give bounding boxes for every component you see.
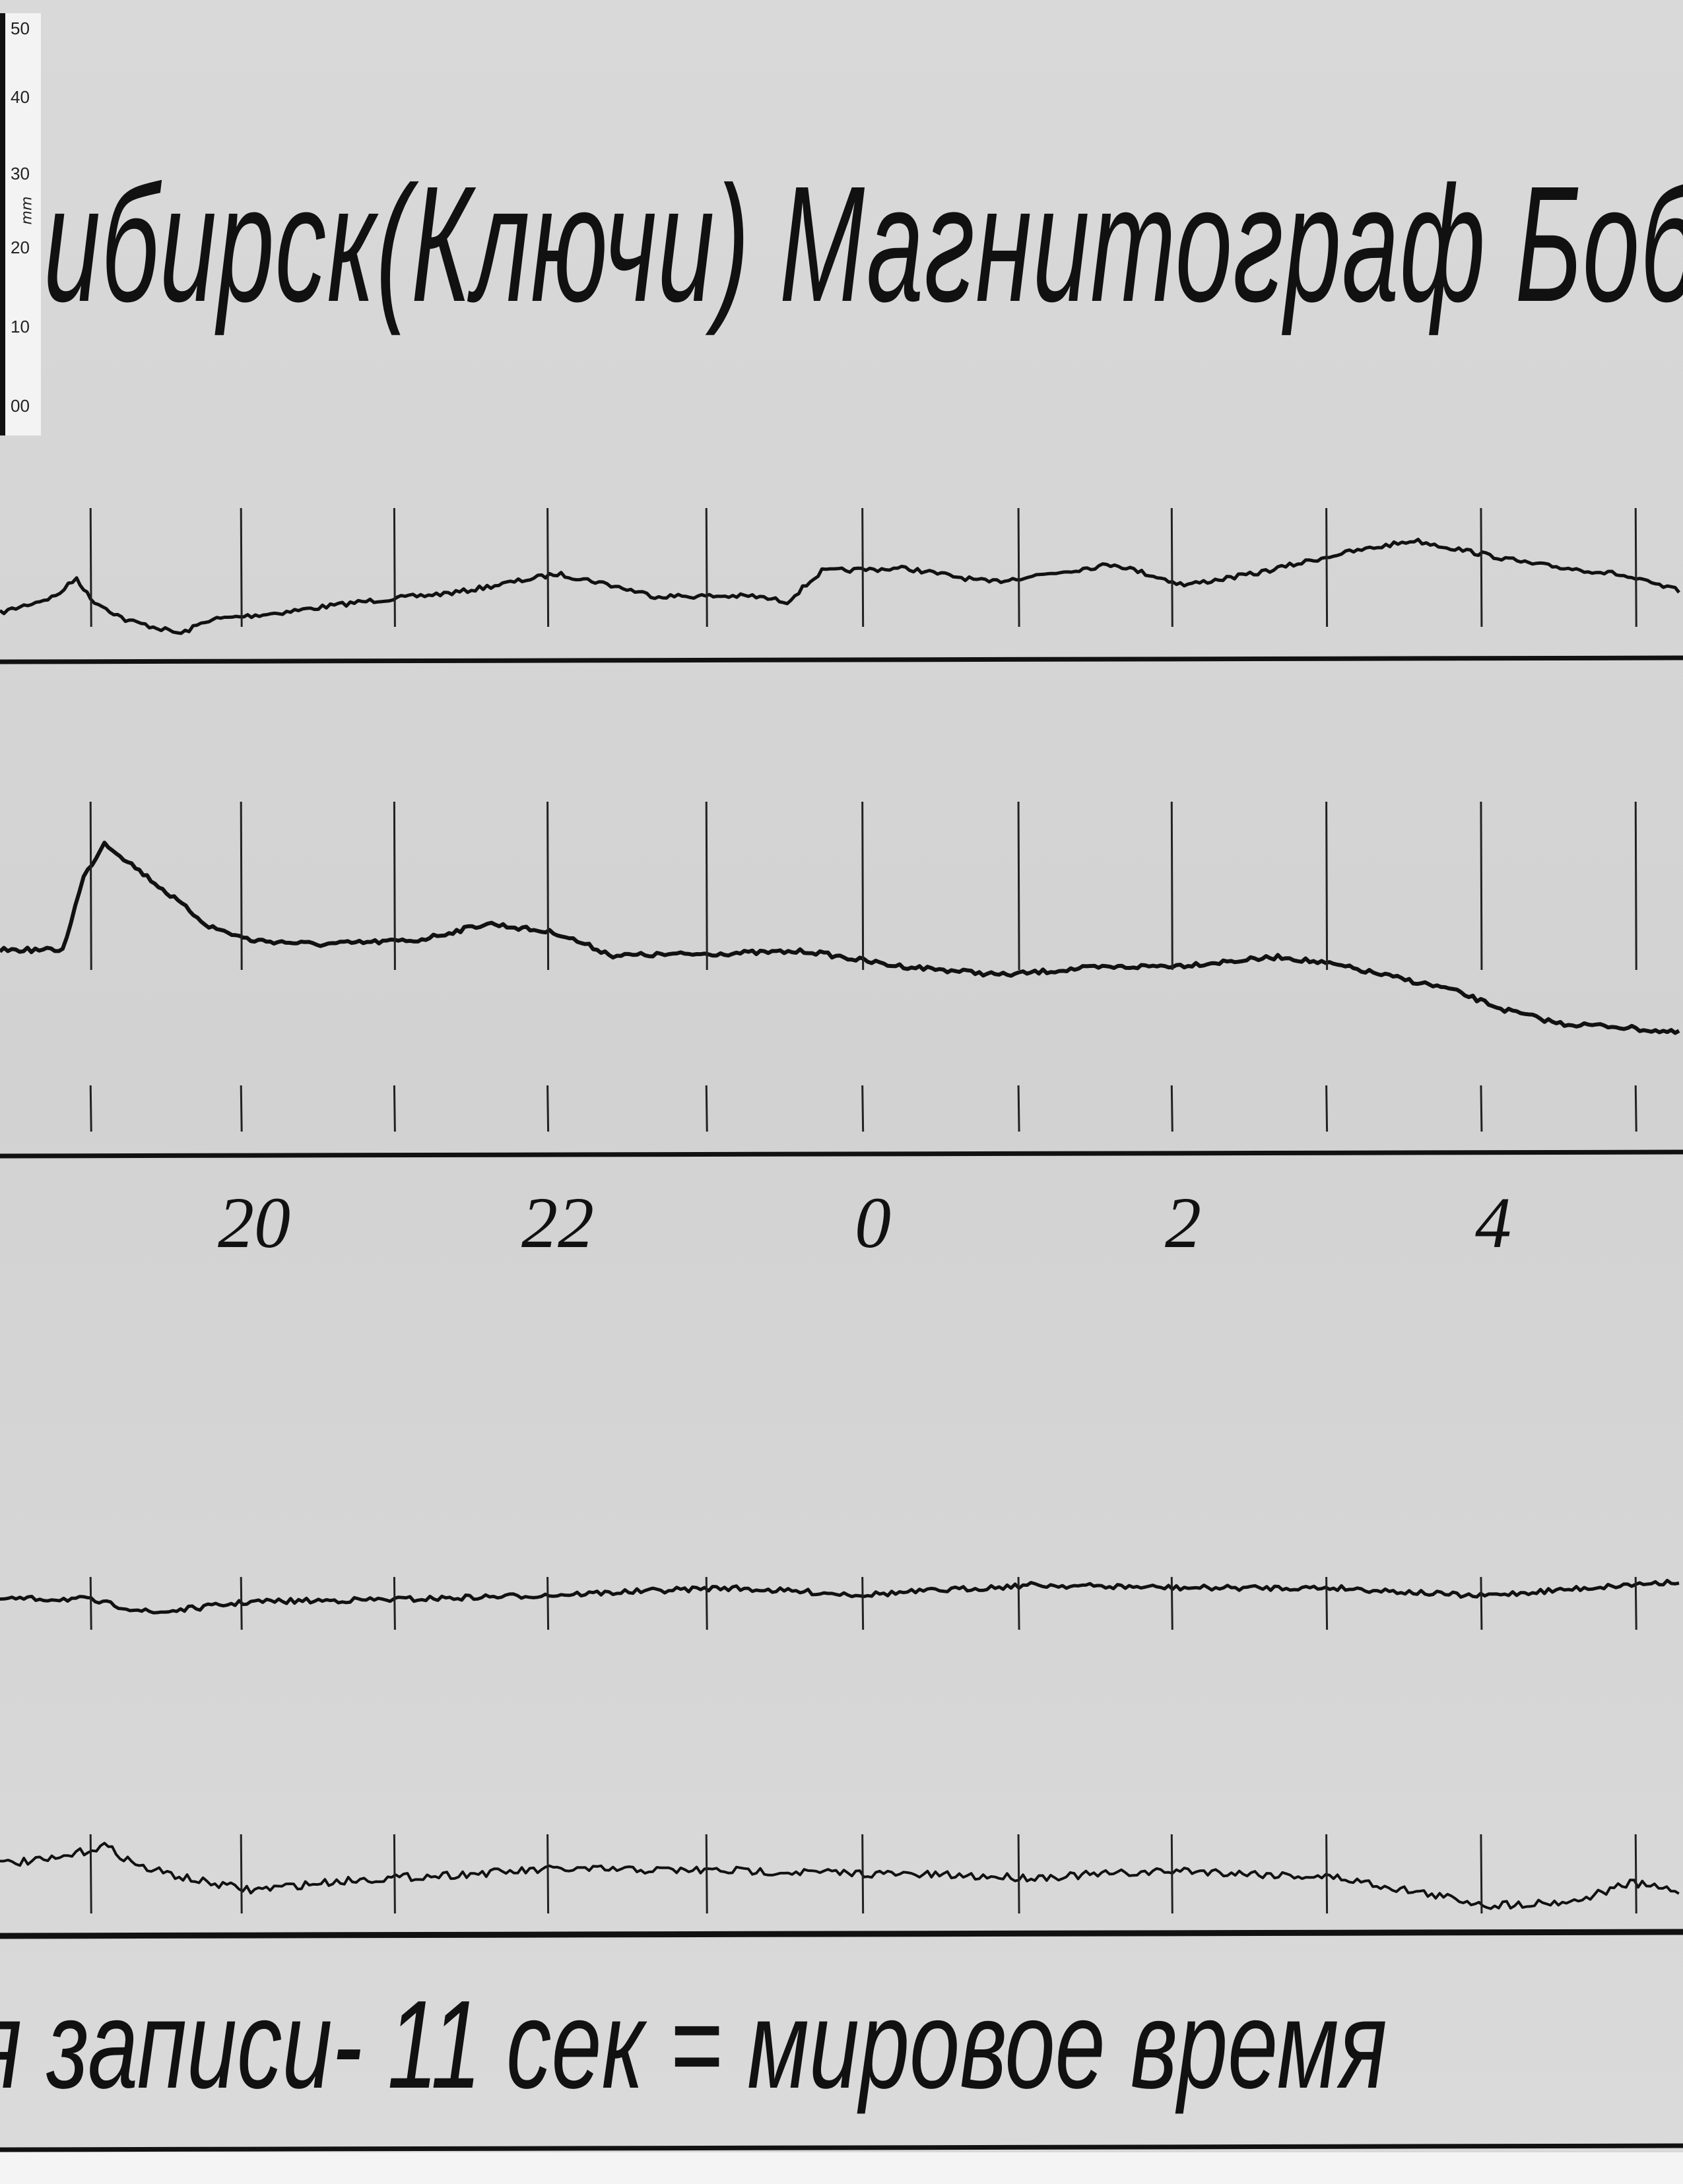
hour-label: 22 bbox=[521, 1182, 594, 1263]
baseline bbox=[0, 2143, 1683, 2152]
ruler-label: 50 bbox=[11, 18, 30, 38]
baseline bbox=[0, 1149, 1683, 1159]
hour-label: 4 bbox=[1475, 1182, 1511, 1263]
hour-tick-mark bbox=[705, 1834, 708, 1914]
hour-tick-mark bbox=[393, 1085, 396, 1132]
trace-4 bbox=[0, 1842, 1680, 1910]
hour-label: 20 bbox=[218, 1182, 290, 1263]
hour-tick-mark bbox=[89, 1834, 92, 1914]
scan-margin bbox=[0, 2152, 1683, 2184]
hour-tick-mark bbox=[240, 1576, 243, 1630]
hour-tick-mark bbox=[1634, 1085, 1637, 1132]
hour-tick-mark bbox=[240, 1085, 243, 1132]
hour-tick-mark bbox=[393, 507, 396, 627]
page-title: ибирск(Ключи) Магнитограф Бобров bbox=[44, 145, 1683, 356]
hour-tick-mark bbox=[1480, 1576, 1483, 1630]
hour-tick-mark bbox=[89, 507, 92, 627]
ruler-label: 30 bbox=[11, 164, 30, 183]
hour-tick-mark bbox=[393, 1576, 396, 1630]
mm-scale-ruler: 50 40 30 mm 20 10 00 bbox=[0, 13, 41, 435]
hour-tick-mark bbox=[1634, 1834, 1637, 1914]
hour-tick-mark bbox=[1017, 801, 1020, 971]
trace-1 bbox=[0, 538, 1680, 635]
hour-tick-mark bbox=[1017, 1576, 1020, 1630]
hour-tick-mark bbox=[89, 801, 92, 971]
hour-tick-mark bbox=[1634, 507, 1637, 627]
hour-tick-mark bbox=[1480, 507, 1483, 627]
hour-tick-mark bbox=[240, 1834, 243, 1914]
hour-tick-mark bbox=[1017, 1085, 1020, 1132]
baseline bbox=[0, 655, 1683, 664]
title-text: ибирск(Ключи) Магнитограф Бобров bbox=[44, 152, 1683, 336]
baseline bbox=[0, 1929, 1683, 1939]
hour-label: 0 bbox=[855, 1182, 891, 1263]
hour-tick-mark bbox=[1480, 801, 1483, 971]
hour-tick-mark bbox=[240, 507, 243, 627]
ruler-label: 10 bbox=[11, 317, 30, 337]
hour-tick-mark bbox=[1017, 1834, 1020, 1914]
hour-tick-mark bbox=[240, 801, 243, 971]
hour-tick-mark bbox=[705, 1576, 708, 1630]
hour-tick-mark bbox=[705, 507, 708, 627]
hour-tick-mark bbox=[89, 1576, 92, 1630]
hour-tick-mark bbox=[89, 1085, 92, 1132]
ruler-label: 40 bbox=[11, 87, 30, 107]
hour-tick-mark bbox=[1017, 507, 1020, 627]
hour-tick-mark bbox=[393, 801, 396, 971]
trace-3 bbox=[0, 1578, 1680, 1615]
footer-note: я записи- 11 сек = мировое время bbox=[0, 1975, 1387, 2115]
ruler-label: 20 bbox=[11, 238, 30, 257]
hour-tick-mark bbox=[705, 1085, 708, 1132]
hour-tick-mark bbox=[1634, 1576, 1637, 1630]
trace-2 bbox=[0, 841, 1680, 1035]
hour-label: 2 bbox=[1165, 1182, 1201, 1263]
hour-tick-mark bbox=[393, 1834, 396, 1914]
hour-tick-mark bbox=[705, 801, 708, 971]
hour-tick-mark bbox=[1480, 1834, 1483, 1914]
ruler-label: 00 bbox=[11, 396, 30, 416]
hour-tick-mark bbox=[1634, 801, 1637, 971]
hour-tick-mark bbox=[1480, 1085, 1483, 1132]
